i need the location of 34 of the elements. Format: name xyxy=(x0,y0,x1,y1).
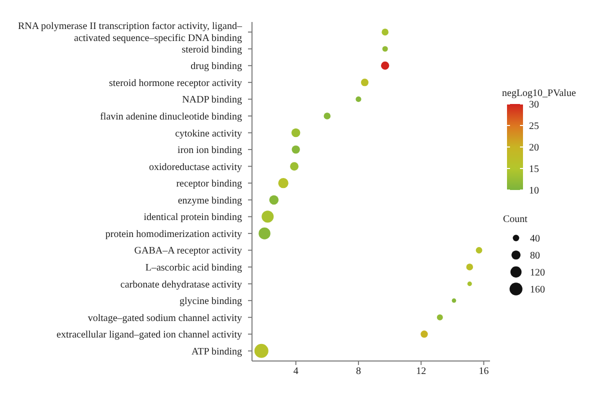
y-tick-label: steroid hormone receptor activity xyxy=(108,78,242,89)
color-bar-label: 30 xyxy=(529,100,539,110)
x-tick-label: 16 xyxy=(478,366,489,378)
y-tick-label: protein homodimerization activity xyxy=(105,228,242,240)
y-tick-label: receptor binding xyxy=(176,178,242,190)
y-tick-label: glycine binding xyxy=(180,296,242,308)
y-tick-label: flavin adenine dinucleotide binding xyxy=(100,111,242,122)
color-bar-label: 15 xyxy=(529,164,539,175)
color-bar-title: negLog10_PValue xyxy=(502,88,576,99)
y-tick-label: carbonate dehydratase activity xyxy=(120,279,242,290)
y-tick-label: oxidoreductase activity xyxy=(148,162,242,173)
y-tick-label: iron ion binding xyxy=(178,145,242,156)
y-tick-label: ATP binding xyxy=(192,346,242,358)
y-tick-label: identical protein binding xyxy=(144,212,242,224)
y-tick-label: steroid binding xyxy=(182,44,242,56)
y-tick-label: voltage–gated sodium channel activity xyxy=(88,312,242,324)
x-tick-label: 8 xyxy=(356,366,361,378)
y-tick-label: NADP binding xyxy=(182,94,242,106)
y-tick-label: extracellular ligand–gated ion channel activity xyxy=(56,330,242,341)
legend-label: 80 xyxy=(530,250,540,262)
y-tick-label: cytokine activity xyxy=(175,128,242,140)
legend-label: 40 xyxy=(530,234,540,244)
legend-title: Count xyxy=(503,214,528,225)
y-tick-label: drug binding xyxy=(190,61,242,72)
x-tick-label: 4 xyxy=(293,366,298,378)
x-tick-label: 12 xyxy=(416,366,426,378)
color-bar-label: 20 xyxy=(529,142,539,154)
y-tick-label: L–ascorbic acid binding xyxy=(145,262,242,274)
color-bar-label: 10 xyxy=(529,186,539,196)
legend-label: 160 xyxy=(530,284,545,296)
y-tick-label: enzyme binding xyxy=(178,195,242,206)
y-tick-label: GABA–A receptor activity xyxy=(134,246,242,257)
legend-label: 120 xyxy=(530,268,545,278)
color-bar-label: 25 xyxy=(529,121,539,132)
